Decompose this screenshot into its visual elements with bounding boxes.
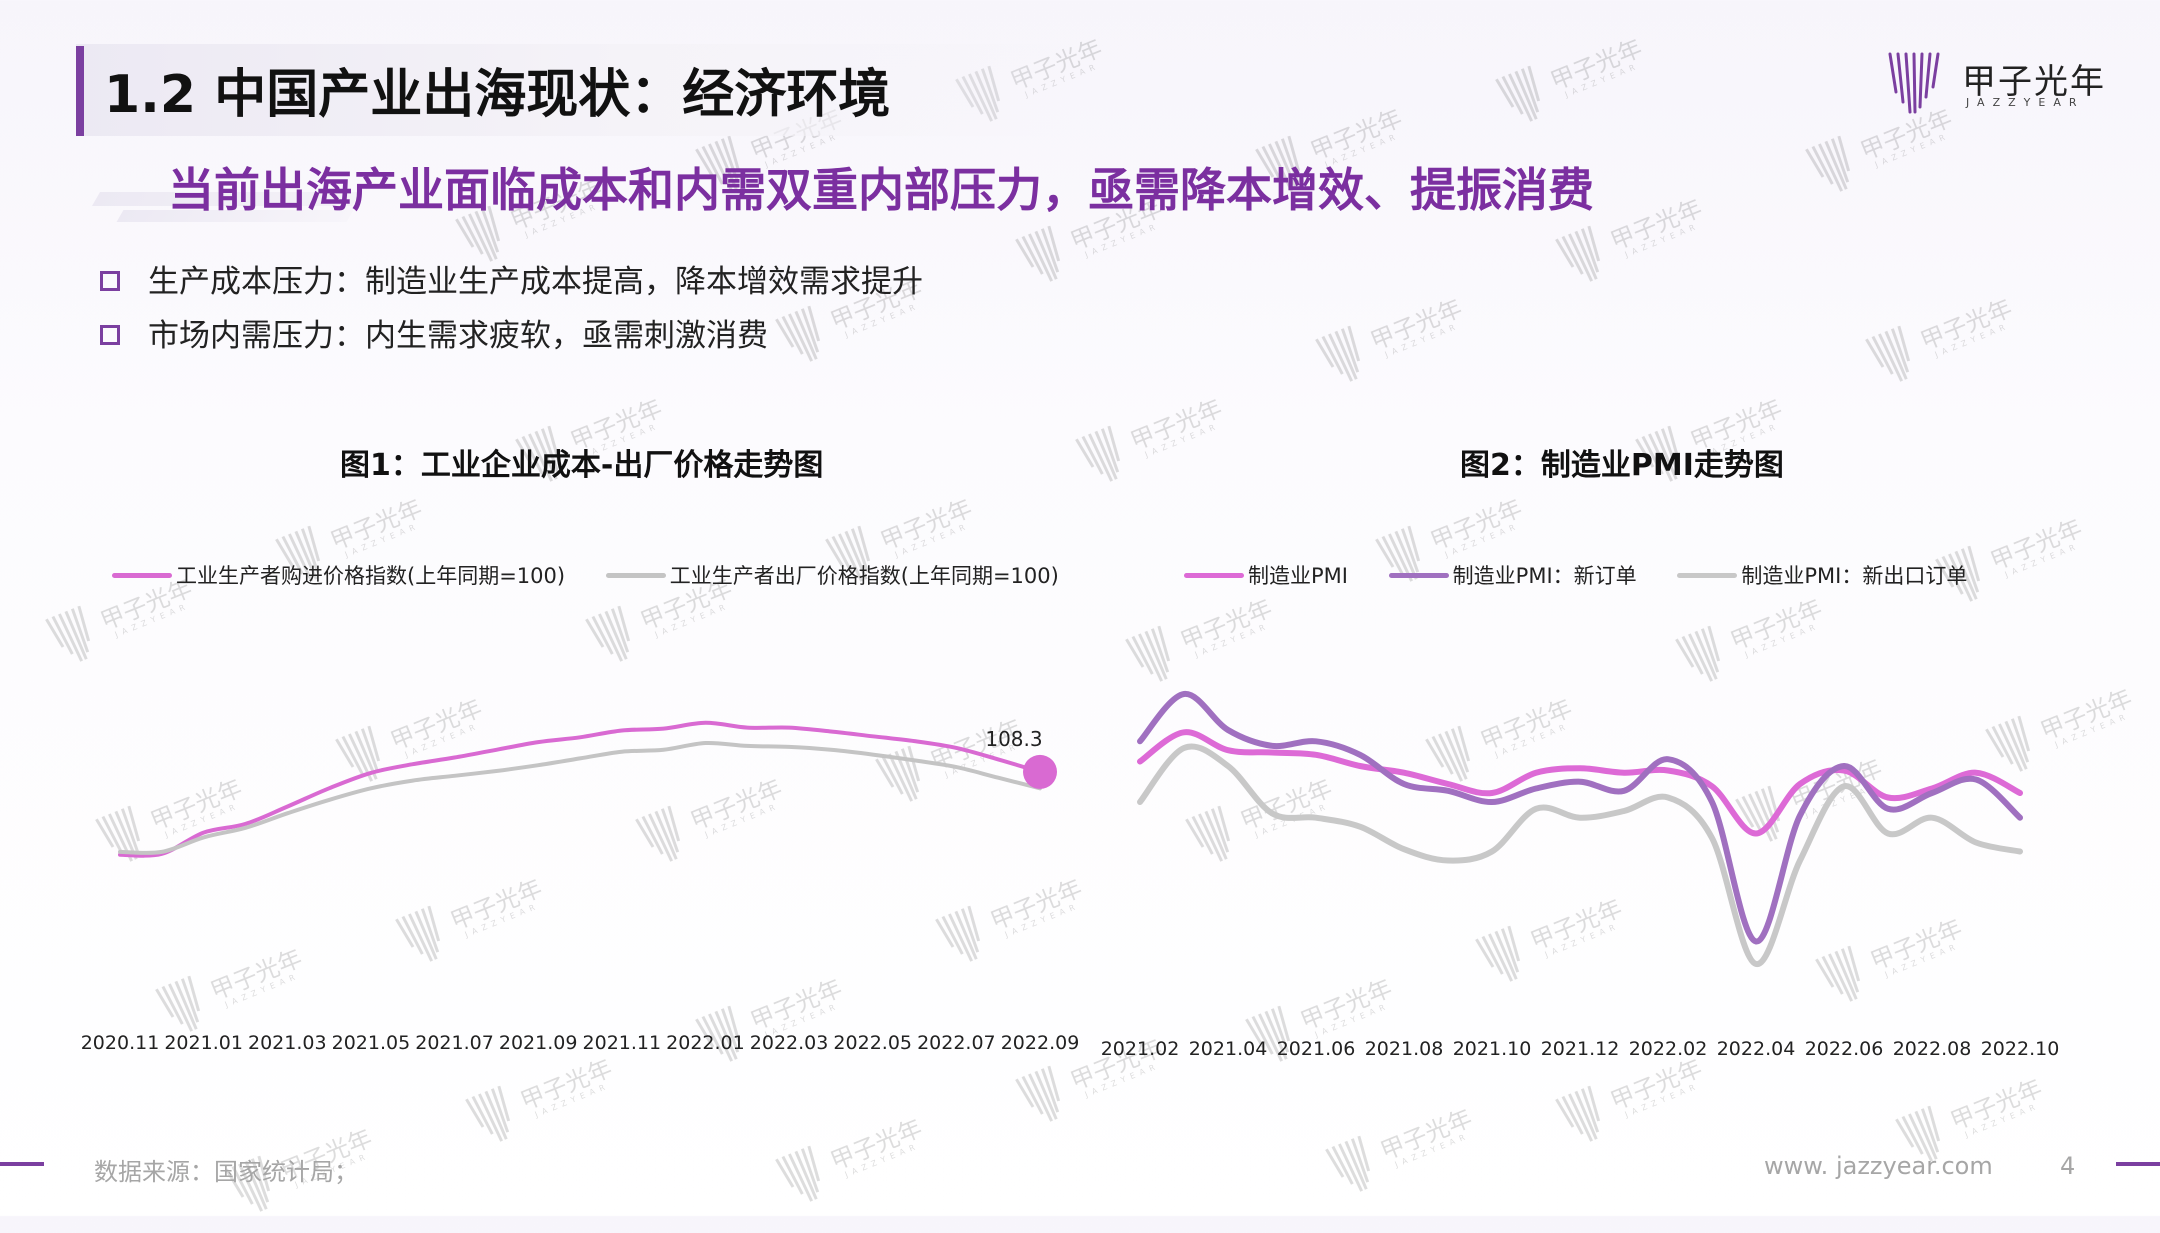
legend-swatch bbox=[1677, 572, 1738, 578]
end-point-marker bbox=[1023, 754, 1057, 789]
legend-swatch bbox=[1184, 572, 1244, 578]
bullet-item: 生产成本压力：制造业生产成本提高，降本增效需求提升 bbox=[100, 256, 923, 301]
logo-text-cn: 甲子光年 bbox=[1962, 62, 2106, 102]
page-title: 1.2 中国产业出海现状：经济环境 bbox=[104, 65, 891, 125]
x-tick-label: 2021.01 bbox=[164, 1032, 243, 1054]
legend-label: 制造业PMI：新出口订单 bbox=[1741, 564, 1968, 588]
title-background bbox=[76, 44, 1076, 136]
x-tick-label: 2021.10 bbox=[1452, 1038, 1532, 1060]
chart2-x-axis: 2021.02 2021.04 2021.06 2021.08 2021.10 2021.… bbox=[0, 1038, 2160, 1068]
watermark-icon bbox=[465, 1085, 511, 1142]
bullet-square-icon bbox=[100, 270, 120, 291]
watermark-icon bbox=[1075, 425, 1121, 482]
series-line-2 bbox=[1137, 743, 2023, 967]
watermark-icon bbox=[45, 605, 91, 662]
watermark-icon bbox=[1555, 1085, 1601, 1142]
data-source: 数据来源：国家统计局； bbox=[94, 1158, 358, 1186]
legend-item: 工业生产者购进价格指数(上年同期=100) bbox=[112, 560, 565, 590]
bullet-square-icon bbox=[100, 324, 120, 345]
logo-text-en: JAZZYEAR bbox=[1966, 96, 2085, 109]
x-tick-label: 2022.09 bbox=[1000, 1032, 1080, 1054]
watermark-icon bbox=[1015, 225, 1061, 282]
legend-item: 制造业PMI bbox=[1184, 560, 1348, 590]
x-tick-label: 2022.03 bbox=[749, 1032, 829, 1054]
watermark-icon bbox=[1865, 325, 1911, 382]
chart2-legend: 制造业PMI 制造业PMI：新订单 制造业PMI：新出口订单 bbox=[1184, 560, 2001, 590]
footer-accent-left bbox=[0, 1162, 44, 1166]
series-line-1 bbox=[118, 740, 1042, 855]
series-line-0 bbox=[1137, 729, 2023, 837]
legend-label: 工业生产者购进价格指数(上年同期=100) bbox=[176, 564, 566, 588]
bullet-item: 市场内需压力：内生需求疲软，亟需刺激消费 bbox=[100, 310, 768, 355]
x-tick-label: 2021.02 bbox=[1100, 1038, 1180, 1060]
bullet-text: 市场内需压力：内生需求疲软，亟需刺激消费 bbox=[148, 318, 768, 354]
watermark-icon bbox=[1325, 1135, 1371, 1192]
watermark-icon bbox=[1015, 1065, 1061, 1122]
series-line-0 bbox=[118, 720, 1042, 858]
watermark-icon bbox=[775, 1145, 821, 1202]
subtitle: 当前出海产业面临成本和内需双重内部压力，亟需降本增效、提振消费 bbox=[168, 163, 1594, 217]
data-label: 108.3 bbox=[985, 727, 1042, 751]
x-tick-label: 2021.04 bbox=[1188, 1038, 1268, 1060]
watermark-icon bbox=[1805, 135, 1851, 192]
logo-mark-icon bbox=[1888, 52, 1940, 114]
page-number: 4 bbox=[2060, 1152, 2076, 1180]
x-tick-label: 2021.11 bbox=[582, 1032, 662, 1054]
chart1-plot: 108.3 bbox=[118, 720, 1057, 858]
legend-swatch bbox=[1388, 572, 1449, 578]
watermark-icon bbox=[1555, 225, 1601, 282]
legend-item: 制造业PMI：新出口订单 bbox=[1677, 560, 1967, 590]
legend-swatch bbox=[112, 572, 172, 578]
x-tick-label: 2022.07 bbox=[917, 1032, 996, 1054]
legend-label: 制造业PMI：新订单 bbox=[1452, 564, 1637, 588]
x-tick-label: 2022.02 bbox=[1628, 1038, 1708, 1060]
x-tick-label: 2021.09 bbox=[498, 1032, 578, 1054]
legend-swatch bbox=[605, 572, 666, 578]
x-tick-label: 2021.08 bbox=[1364, 1038, 1444, 1060]
series-line-1 bbox=[1137, 691, 2023, 945]
chart2-title: 图2：制造业PMI走势图 bbox=[1460, 448, 1784, 483]
watermark-icon bbox=[155, 975, 201, 1032]
x-tick-label: 2022.08 bbox=[1892, 1038, 1972, 1060]
watermark-icon bbox=[935, 905, 981, 962]
x-tick-label: 2022.06 bbox=[1804, 1038, 1884, 1060]
watermark-icon bbox=[1315, 325, 1361, 382]
watermark-icon bbox=[395, 905, 441, 962]
watermark-icon bbox=[775, 305, 821, 362]
x-tick-label: 2020.11 bbox=[80, 1032, 160, 1054]
website-link[interactable]: www. jazzyear.com bbox=[1764, 1152, 1993, 1180]
x-tick-label: 2022.01 bbox=[666, 1032, 745, 1054]
chart2-plot bbox=[1137, 691, 2023, 967]
legend-item: 制造业PMI：新订单 bbox=[1388, 560, 1637, 590]
x-tick-label: 2021.05 bbox=[331, 1032, 411, 1054]
title-accent-bar bbox=[76, 46, 84, 136]
x-tick-label: 2021.12 bbox=[1540, 1038, 1620, 1060]
bullet-text: 生产成本压力：制造业生产成本提高，降本增效需求提升 bbox=[148, 264, 923, 300]
x-tick-label: 2022.05 bbox=[833, 1032, 913, 1054]
chart1-legend: 工业生产者购进价格指数(上年同期=100) 工业生产者出厂价格指数(上年同期=1… bbox=[112, 560, 1093, 590]
chart1-title: 图1：工业企业成本-出厂价格走势图 bbox=[340, 448, 824, 483]
x-tick-label: 2021.06 bbox=[1276, 1038, 1356, 1060]
x-tick-label: 2021.07 bbox=[415, 1032, 494, 1054]
x-tick-label: 2021.03 bbox=[247, 1032, 327, 1054]
footer-accent-right bbox=[2116, 1162, 2160, 1166]
chart1-x-axis: 2020.11 2021.01 2021.03 2021.05 2021.07 2021.… bbox=[0, 1032, 2160, 1062]
watermark-icon bbox=[1495, 65, 1541, 122]
legend-item: 工业生产者出厂价格指数(上年同期=100) bbox=[605, 560, 1059, 590]
x-tick-label: 2022.04 bbox=[1716, 1038, 1796, 1060]
logo: 甲子光年 JAZZYEAR bbox=[1888, 48, 2104, 118]
x-tick-label: 2022.10 bbox=[1980, 1038, 2060, 1060]
legend-label: 工业生产者出厂价格指数(上年同期=100) bbox=[669, 564, 1059, 588]
legend-label: 制造业PMI bbox=[1248, 564, 1348, 588]
